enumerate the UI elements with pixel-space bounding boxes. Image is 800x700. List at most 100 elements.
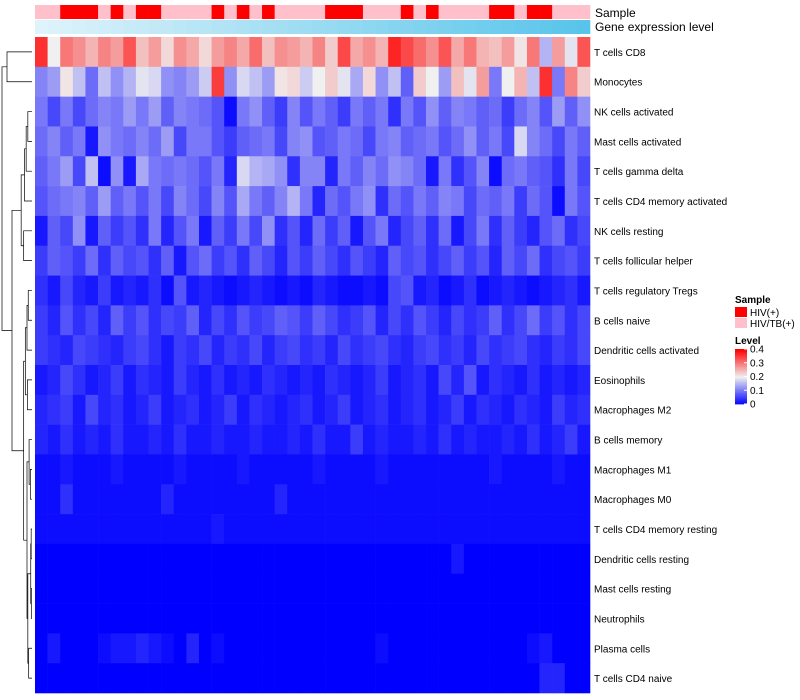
heatmap-cell	[413, 543, 427, 575]
heatmap-cell	[476, 37, 490, 68]
heatmap-cell	[514, 156, 528, 187]
heatmap-cell	[325, 96, 339, 127]
heatmap-cell	[123, 424, 137, 455]
heatmap-cell	[148, 454, 162, 485]
heatmap-cell	[388, 335, 402, 366]
heatmap-cell	[312, 96, 326, 127]
heatmap-cell	[262, 454, 275, 485]
heatmap-cell	[135, 305, 149, 336]
heatmap-cell	[110, 96, 124, 127]
gene-expression-annotation-cell	[526, 20, 540, 34]
heatmap-cell	[186, 573, 200, 604]
heatmap-cell	[312, 603, 326, 634]
heatmap-cell	[388, 573, 402, 604]
heatmap-cell	[173, 186, 187, 217]
heatmap-cell	[47, 126, 61, 157]
heatmap-cell	[337, 37, 351, 68]
heatmap-cell	[148, 514, 162, 545]
heatmap-cell	[489, 245, 503, 276]
heatmap-cell	[198, 126, 212, 157]
heatmap-cell	[249, 514, 263, 545]
heatmap-cell	[362, 245, 376, 276]
heatmap-cell	[186, 633, 200, 664]
heatmap-cell	[47, 424, 61, 455]
heatmap-cell	[552, 66, 566, 97]
heatmap-cell	[514, 394, 528, 425]
heatmap-cell	[173, 514, 187, 545]
heatmap-cell	[539, 543, 553, 575]
heatmap-cell	[337, 633, 351, 664]
heatmap-cell	[60, 633, 74, 664]
heatmap-cell	[564, 245, 578, 276]
gene-expression-annotation-cell	[60, 20, 74, 34]
heatmap-cell	[577, 663, 591, 694]
sample-annotation-cell	[438, 5, 452, 19]
heatmap-cell	[135, 573, 149, 604]
heatmap-cell	[564, 394, 578, 425]
heatmap-cell	[400, 603, 414, 634]
heatmap-cell	[236, 156, 250, 187]
heatmap-cell	[299, 96, 313, 127]
row-label: T cells regulatory Tregs	[594, 286, 698, 297]
heatmap-cell	[400, 66, 414, 97]
heatmap-cell	[476, 96, 490, 127]
sample-annotation-cell	[148, 5, 162, 19]
heatmap-cell	[236, 245, 250, 276]
heatmap-cell	[312, 37, 326, 68]
gene-expression-annotation-cell	[463, 20, 477, 34]
heatmap-cell	[564, 365, 578, 396]
sample-annotation-cell	[325, 5, 339, 19]
heatmap-cell	[262, 156, 275, 187]
heatmap-cell	[375, 126, 389, 157]
row-label: Dendritic cells resting	[594, 555, 689, 566]
row-label: NK cells resting	[594, 227, 663, 238]
heatmap-cell	[426, 603, 439, 634]
heatmap-cell	[47, 305, 61, 336]
heatmap-cell	[249, 484, 263, 515]
heatmap-cell	[388, 484, 402, 515]
heatmap-cell	[148, 603, 162, 634]
heatmap-cell	[161, 126, 175, 157]
heatmap-cell	[526, 484, 540, 515]
heatmap-cell	[148, 126, 162, 157]
heatmap-cell	[577, 126, 591, 157]
heatmap-cell	[35, 66, 48, 97]
heatmap-cell	[85, 126, 99, 157]
heatmap-cell	[413, 573, 427, 604]
heatmap-cell	[249, 66, 263, 97]
heatmap-cell	[501, 275, 515, 306]
heatmap-cell	[35, 663, 48, 694]
heatmap-cell	[161, 543, 175, 575]
heatmap-cell	[325, 543, 339, 575]
dendrogram-branch	[26, 305, 32, 351]
heatmap-cell	[476, 514, 490, 545]
colorbar-segment	[735, 379, 747, 382]
heatmap-cell	[148, 484, 162, 515]
heatmap-cell	[274, 573, 288, 604]
heatmap-cell	[325, 335, 339, 366]
heatmap-cell	[60, 156, 74, 187]
sample-annotation-cell	[552, 5, 566, 19]
heatmap-cell	[72, 66, 86, 97]
heatmap-cell	[539, 573, 553, 604]
heatmap-cell	[47, 37, 61, 68]
heatmap-cell	[249, 454, 263, 485]
gene-expression-annotation-cell	[274, 20, 288, 34]
heatmap-cell	[98, 543, 111, 575]
heatmap-cell	[526, 37, 540, 68]
colorbar-segment	[735, 355, 747, 358]
heatmap-cell	[362, 633, 376, 664]
sample-legend: Sample HIV(+) HIV/TB(+)	[735, 295, 795, 330]
heatmap-cell	[135, 66, 149, 97]
heatmap-cell	[60, 514, 74, 545]
heatmap-cell	[388, 454, 402, 485]
heatmap-cell	[35, 275, 48, 306]
heatmap-cell	[350, 633, 364, 664]
heatmap-cell	[463, 484, 477, 515]
heatmap-cell	[72, 394, 86, 425]
heatmap-cell	[564, 186, 578, 217]
heatmap-cell	[72, 424, 86, 455]
heatmap-cell	[161, 215, 175, 247]
heatmap-cell	[198, 305, 212, 336]
gene-expression-annotation-cell	[148, 20, 162, 34]
